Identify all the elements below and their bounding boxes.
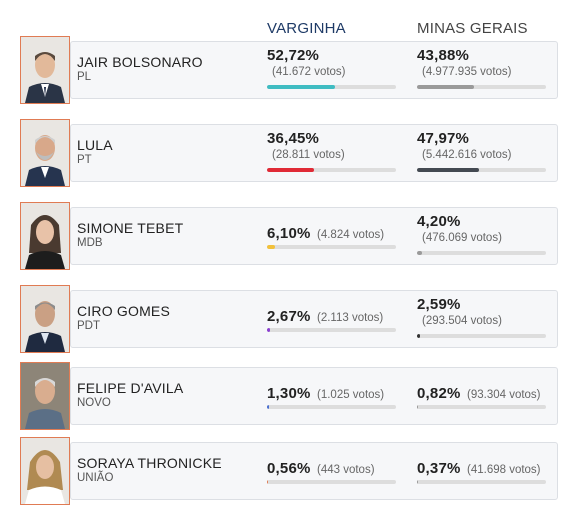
state-percentage: 2,59% (417, 296, 461, 313)
state-progress-bar (417, 480, 546, 484)
candidate-card: LULA PT 36,45% (28.811 votos) 47,97% (5.… (70, 124, 558, 182)
city-votes: (443 votos) (317, 464, 375, 476)
city-progress-fill (267, 245, 275, 249)
state-percentage: 43,88% (417, 47, 470, 64)
city-result: 52,72% (41.672 votos) (267, 47, 397, 78)
city-result: 1,30% (1.025 votos) (267, 385, 397, 403)
state-percentage: 4,20% (417, 213, 461, 230)
state-progress-fill (417, 251, 423, 255)
city-percentage: 0,56% (267, 460, 311, 477)
state-votes: (41.698 votos) (467, 464, 541, 476)
city-votes: (4.824 votos) (317, 229, 385, 241)
city-result: 36,45% (28.811 votos) (267, 130, 397, 161)
column-header-city: VARGINHA (267, 20, 346, 37)
state-progress-fill (417, 480, 419, 484)
state-votes: (5.442.616 votos) (422, 149, 512, 161)
city-progress-fill (267, 480, 269, 484)
state-progress-bar (417, 168, 546, 172)
city-result: 6,10% (4.824 votos) (267, 225, 397, 243)
candidate-photo (20, 36, 70, 104)
city-progress-fill (267, 168, 315, 172)
city-progress-bar (267, 328, 396, 332)
candidate-party: PL (77, 71, 92, 83)
candidate-photo (20, 285, 70, 353)
candidate-photo (20, 437, 70, 505)
city-progress-bar (267, 245, 396, 249)
state-progress-bar (417, 251, 546, 255)
candidate-photo (20, 202, 70, 270)
candidate-party: MDB (77, 237, 103, 249)
city-progress-fill (267, 85, 335, 89)
city-percentage: 6,10% (267, 225, 311, 242)
city-percentage: 36,45% (267, 130, 320, 147)
state-progress-fill (417, 334, 421, 338)
city-votes: (1.025 votos) (317, 389, 385, 401)
city-votes: (28.811 votos) (272, 149, 345, 161)
city-progress-bar (267, 405, 396, 409)
city-result: 2,67% (2.113 votos) (267, 308, 397, 326)
city-progress-bar (267, 85, 396, 89)
candidate-name: JAIR BOLSONARO (77, 54, 203, 70)
state-progress-bar (417, 334, 546, 338)
state-result: 2,59% (293.504 votos) (417, 296, 547, 327)
candidate-card: FELIPE D'AVILA NOVO 1,30% (1.025 votos) … (70, 367, 558, 425)
candidate-party: UNIÃO (77, 472, 114, 484)
candidate-name: SIMONE TEBET (77, 220, 184, 236)
column-header-state: MINAS GERAIS (417, 20, 528, 37)
candidate-card: SORAYA THRONICKE UNIÃO 0,56% (443 votos)… (70, 442, 558, 500)
candidate-name: CIRO GOMES (77, 303, 171, 319)
city-progress-fill (267, 328, 271, 332)
state-progress-bar (417, 85, 546, 89)
state-progress-bar (417, 405, 546, 409)
state-result: 4,20% (476.069 votos) (417, 213, 547, 244)
candidate-party: PT (77, 154, 92, 166)
state-result: 0,82% (93.304 votos) (417, 385, 547, 403)
state-votes: (4.977.935 votos) (422, 66, 512, 78)
candidate-party: NOVO (77, 397, 111, 409)
candidate-name: SORAYA THRONICKE (77, 455, 222, 471)
city-progress-fill (267, 405, 269, 409)
state-result: 47,97% (5.442.616 votos) (417, 130, 547, 161)
state-progress-fill (417, 85, 474, 89)
city-percentage: 1,30% (267, 385, 311, 402)
state-progress-fill (417, 405, 419, 409)
state-votes: (476.069 votos) (422, 232, 502, 244)
city-percentage: 52,72% (267, 47, 320, 64)
state-progress-fill (417, 168, 479, 172)
state-percentage: 0,82% (417, 385, 461, 402)
candidate-photo (20, 362, 70, 430)
city-progress-bar (267, 480, 396, 484)
state-votes: (293.504 votos) (422, 315, 502, 327)
candidate-party: PDT (77, 320, 100, 332)
state-result: 0,37% (41.698 votos) (417, 460, 547, 478)
state-percentage: 47,97% (417, 130, 470, 147)
candidate-name: FELIPE D'AVILA (77, 380, 184, 396)
city-progress-bar (267, 168, 396, 172)
city-votes: (2.113 votos) (317, 312, 384, 324)
state-votes: (93.304 votos) (467, 389, 541, 401)
state-result: 43,88% (4.977.935 votos) (417, 47, 547, 78)
candidate-card: CIRO GOMES PDT 2,67% (2.113 votos) 2,59%… (70, 290, 558, 348)
candidate-card: JAIR BOLSONARO PL 52,72% (41.672 votos) … (70, 41, 558, 99)
candidate-card: SIMONE TEBET MDB 6,10% (4.824 votos) 4,2… (70, 207, 558, 265)
candidate-photo (20, 119, 70, 187)
city-votes: (41.672 votos) (272, 66, 346, 78)
candidate-name: LULA (77, 137, 113, 153)
city-result: 0,56% (443 votos) (267, 460, 397, 478)
city-percentage: 2,67% (267, 308, 311, 325)
state-percentage: 0,37% (417, 460, 461, 477)
